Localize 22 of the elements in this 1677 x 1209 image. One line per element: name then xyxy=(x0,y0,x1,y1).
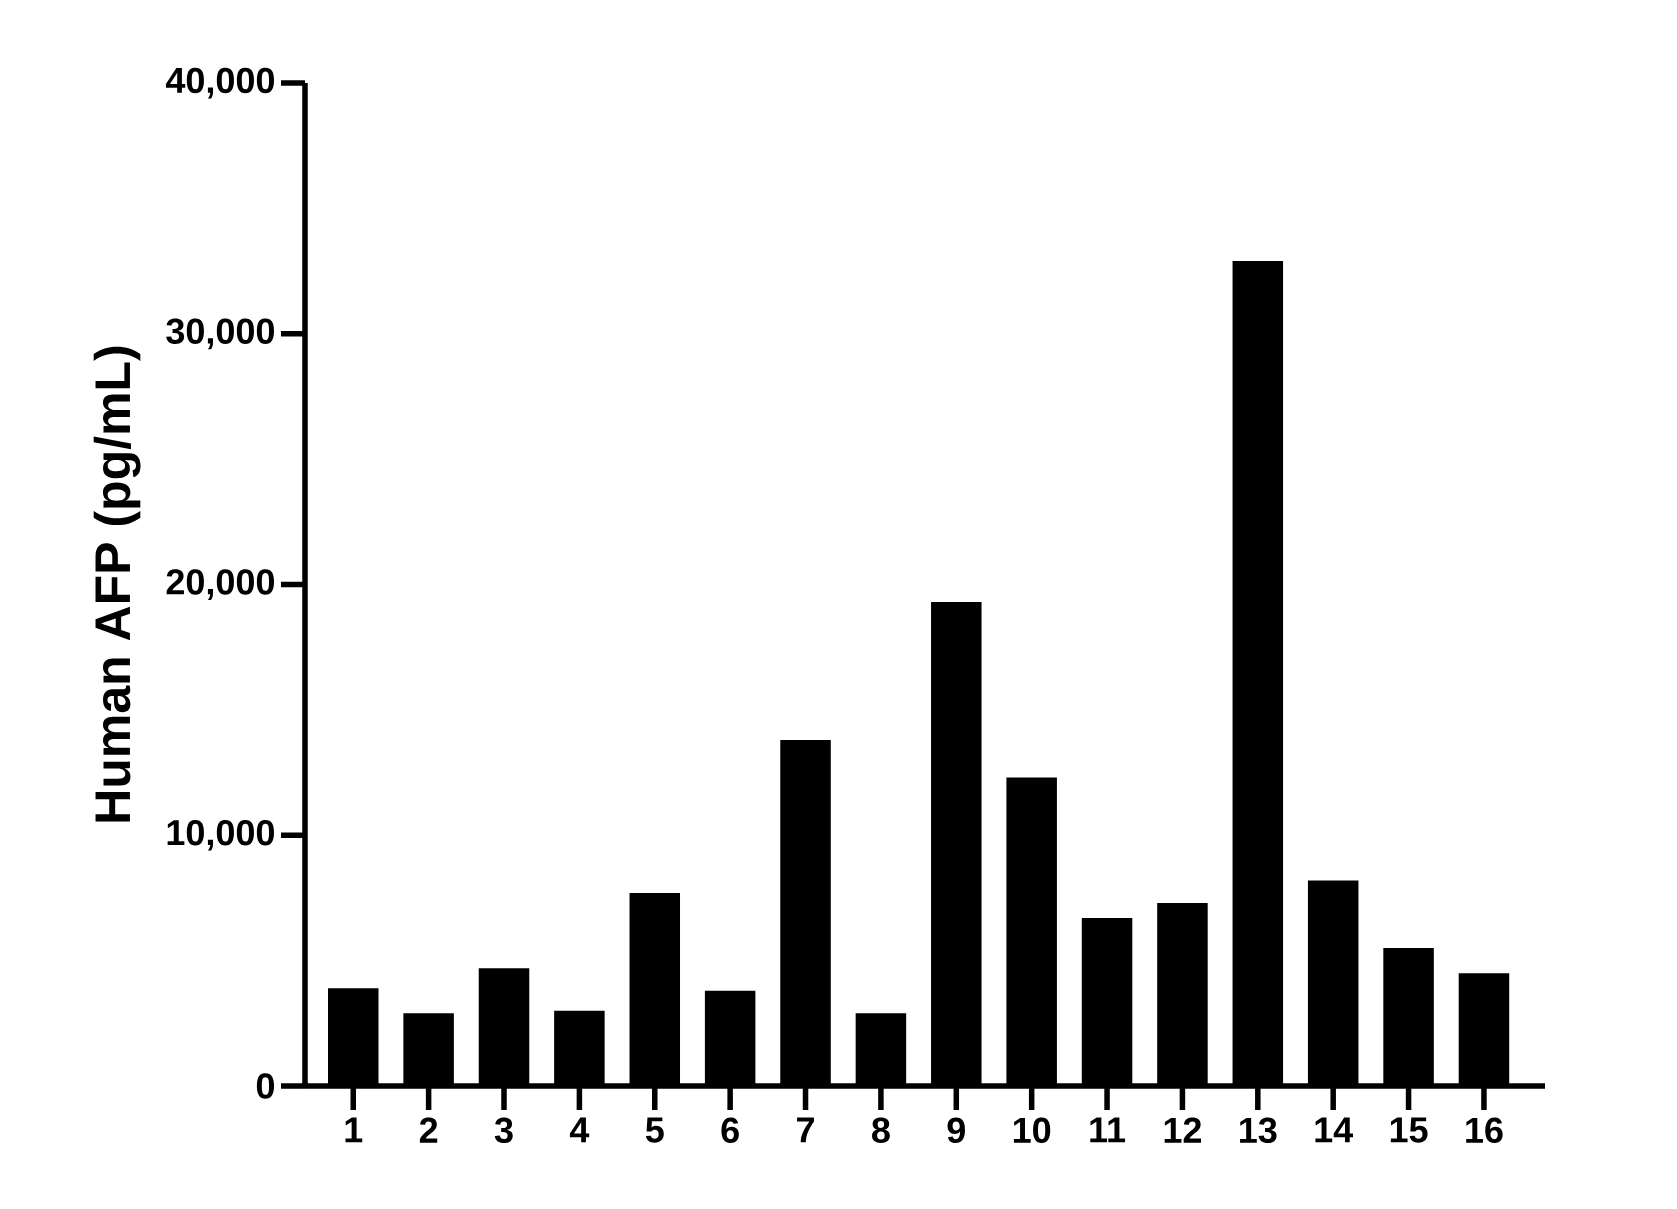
x-tick-label: 8 xyxy=(872,1117,890,1144)
x-tick-label: 14 xyxy=(1315,1117,1354,1143)
y-tick-label: 30,000 xyxy=(166,318,274,350)
y-tick-label: 0 xyxy=(256,1073,275,1099)
x-tick-label: 9 xyxy=(947,1117,965,1144)
x-tick-label: 6 xyxy=(721,1117,739,1144)
x-tick-label: 13 xyxy=(1240,1117,1277,1144)
y-axis-title: Human AFP (pg/mL) xyxy=(93,346,141,822)
y-tick-label: 10,000 xyxy=(167,819,274,851)
x-tick-label: 15 xyxy=(1390,1117,1428,1143)
y-tick-label: 40,000 xyxy=(165,67,274,99)
x-tick-label: 10 xyxy=(1013,1117,1051,1144)
x-tick-label: 11 xyxy=(1090,1117,1126,1143)
x-tick-label: 4 xyxy=(569,1117,590,1143)
x-tick-label: 3 xyxy=(494,1117,513,1144)
x-tick-label: 7 xyxy=(797,1117,814,1143)
x-tick-label: 16 xyxy=(1466,1117,1503,1144)
x-tick-label: 5 xyxy=(645,1117,664,1143)
y-tick-label: 20,000 xyxy=(166,569,274,600)
x-tick-label: 1 xyxy=(345,1117,363,1143)
x-tick-label: 2 xyxy=(419,1117,438,1143)
x-tick-label: 12 xyxy=(1164,1117,1201,1143)
